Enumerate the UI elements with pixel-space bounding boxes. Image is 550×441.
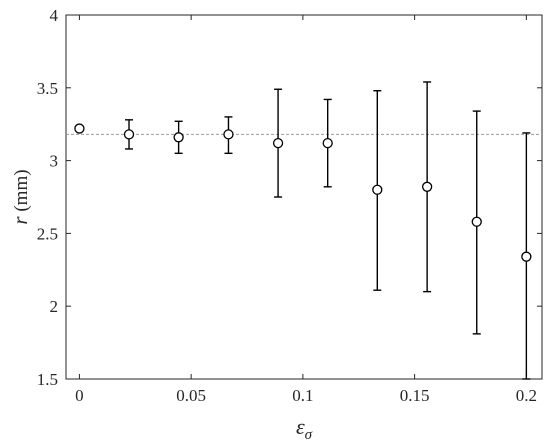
x-tick-label: 0.05 [176,386,206,405]
y-axis-label: r (mm) [8,169,32,224]
data-point [372,184,383,195]
y-axis-label-unit: (mm) [11,169,32,216]
data-point [173,132,184,143]
x-tick-label: 0.15 [400,386,430,405]
x-tick-label: 0 [75,386,84,405]
y-tick-label: 4 [50,6,59,25]
x-axis-label-subscript: σ [305,427,313,441]
data-point [74,123,85,134]
data-point [272,137,284,149]
y-tick-label: 2 [50,297,59,316]
axis-tick-labels: 0 0.05 0.1 0.15 0.2 1.5 2 2.5 3 3.5 4 [37,6,537,405]
y-tick-label: 1.5 [37,370,58,389]
axis-ticks [66,14,542,380]
y-axis-label-var: r [8,216,32,225]
data-point [123,129,135,140]
x-tick-label: 0.2 [516,386,537,405]
data-point [421,181,433,192]
y-tick-label: 3.5 [37,79,58,98]
data-point [471,216,482,227]
y-tick-label: 2.5 [37,224,58,243]
data-point [322,137,333,149]
y-tick-label: 3 [50,152,59,171]
x-tick-label: 0.1 [292,386,313,405]
data-point [223,129,234,140]
data-point [521,251,532,262]
data-points [74,123,532,262]
x-axis-label-main: ε [296,414,305,439]
x-axis-label: εσ [296,414,313,441]
plot-area [65,14,543,380]
